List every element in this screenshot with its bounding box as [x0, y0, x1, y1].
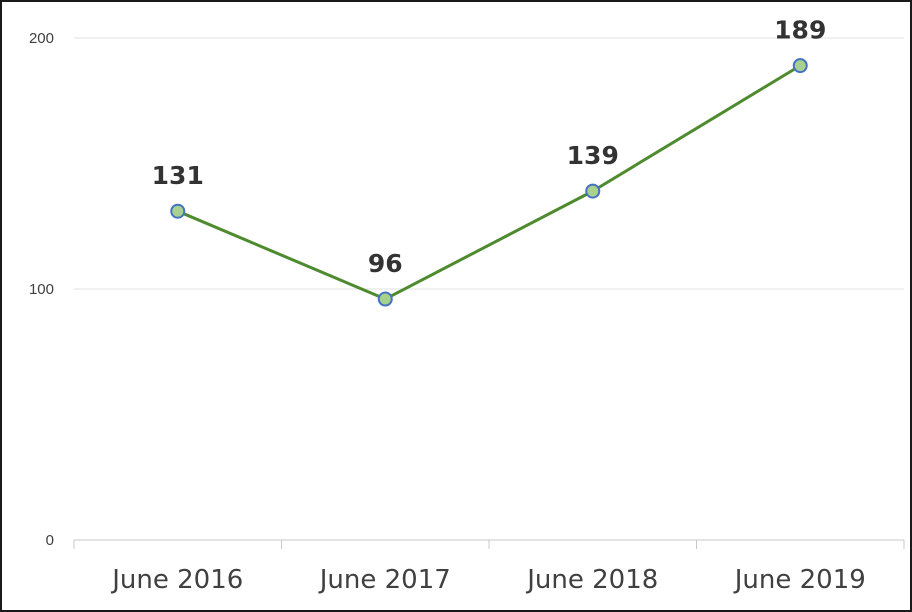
x-category-label: June 2019 [733, 565, 866, 595]
data-label: 96 [368, 249, 403, 278]
x-category-label: June 2018 [525, 565, 658, 595]
x-category-label: June 2017 [318, 565, 451, 595]
data-markers [170, 58, 808, 307]
x-category-label: June 2016 [110, 565, 243, 595]
y-tick-label-100: 100 [29, 281, 54, 298]
data-label: 189 [774, 16, 826, 45]
x-axis-category-labels: June 2016 June 2017 June 2018 June 2019 [110, 565, 866, 595]
series-line [177, 64, 802, 301]
y-tick-label-200: 200 [29, 30, 54, 47]
data-point-marker [585, 183, 601, 199]
data-point-marker [170, 203, 186, 219]
y-axis-tick-labels: 0 100 200 [29, 30, 54, 549]
data-label: 131 [152, 161, 204, 190]
series-line-group [177, 64, 802, 301]
data-labels: 131 96 139 189 [152, 16, 827, 278]
gridlines [74, 37, 904, 290]
y-tick-label-0: 0 [46, 532, 54, 549]
data-point-marker [792, 58, 808, 74]
data-label: 139 [567, 141, 619, 170]
x-axis [73, 539, 905, 549]
data-point-marker [377, 291, 393, 307]
